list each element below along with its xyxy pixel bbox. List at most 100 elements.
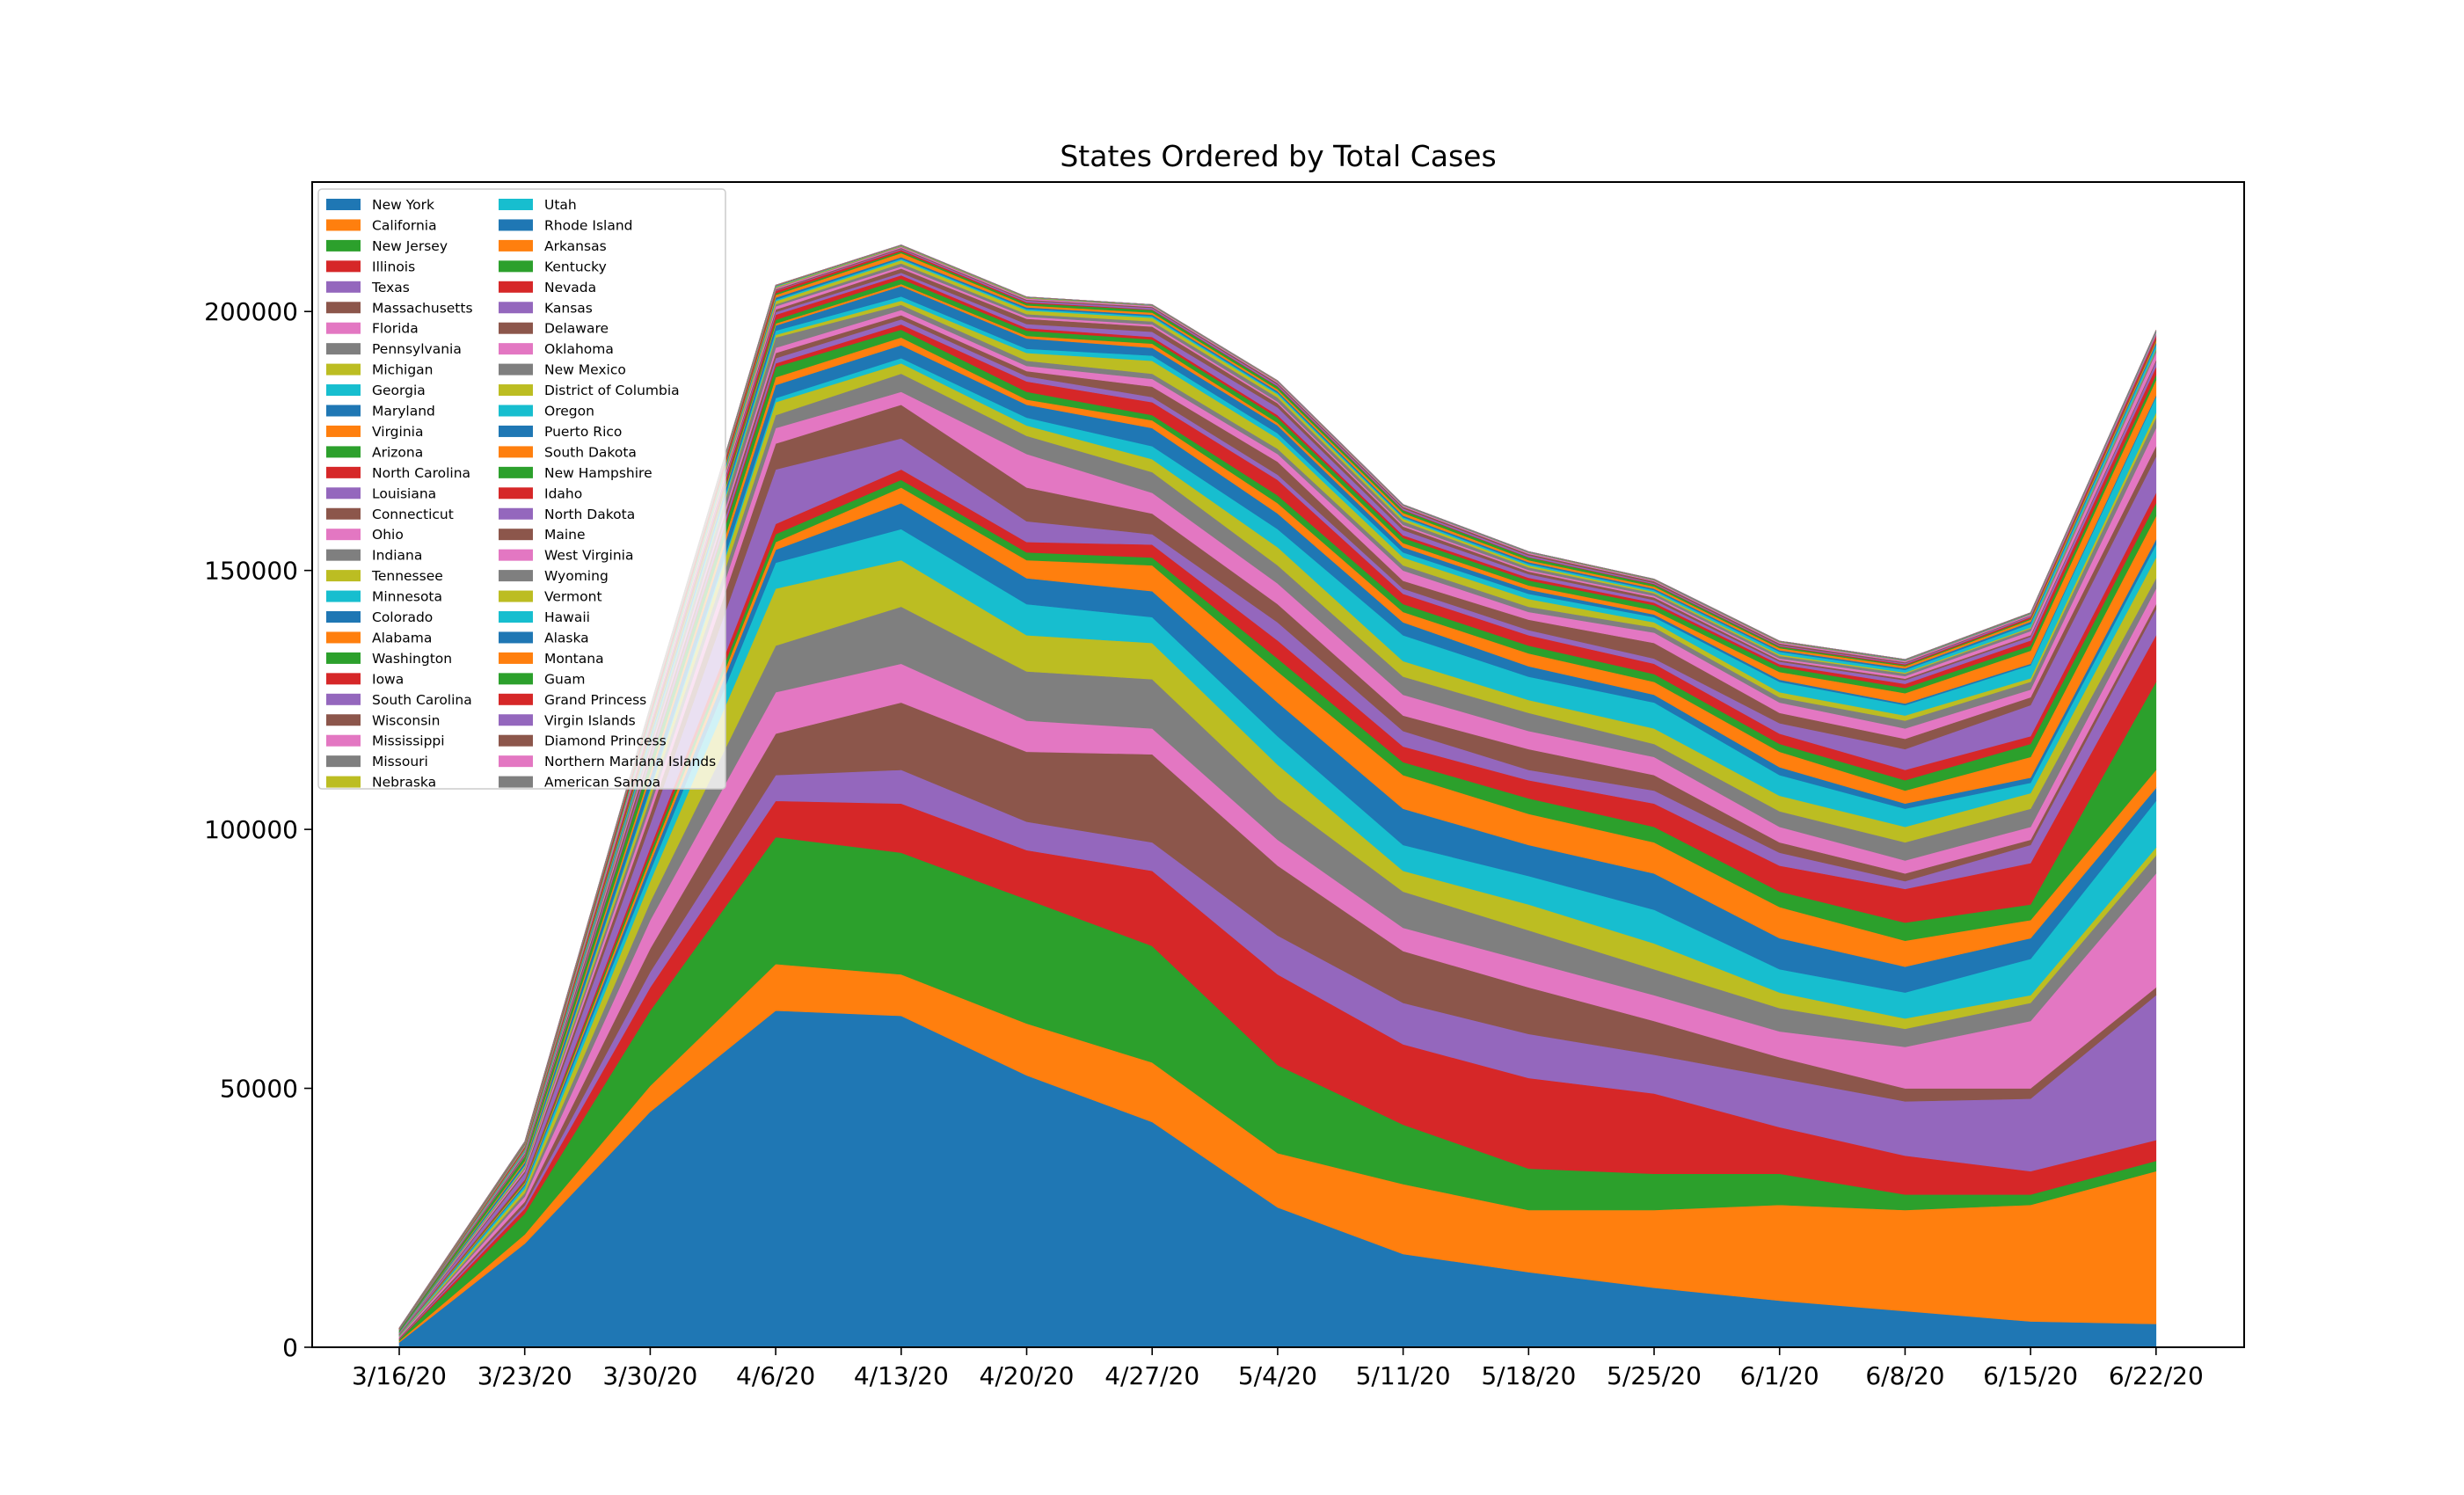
x-tick-label: 6/1/20 — [1740, 1361, 1819, 1390]
legend-entry-label: Colorado — [372, 609, 433, 625]
legend-swatch — [499, 631, 533, 644]
legend-entry-label: Oklahoma — [544, 341, 614, 357]
legend-entry-label: Florida — [372, 321, 419, 337]
legend-entry-label: Louisiana — [372, 485, 436, 501]
legend-swatch — [499, 507, 533, 520]
x-tick-label: 5/18/20 — [1481, 1361, 1576, 1390]
legend-swatch — [326, 405, 361, 417]
legend-swatch — [326, 507, 361, 520]
legend-entry-label: California — [372, 217, 437, 233]
legend-swatch — [499, 260, 533, 273]
legend: New York California New Jersey Illinois Texa… — [317, 188, 726, 791]
legend-entry-label: Tennessee — [371, 568, 443, 584]
x-axis: 3/16/20 3/23/20 3/30/20 4/6/20 4/13/20 4/20/2… — [352, 1347, 2204, 1390]
x-tick-label: 4/20/20 — [980, 1361, 1075, 1390]
legend-swatch — [326, 425, 361, 437]
legend-swatch — [326, 363, 361, 376]
legend-entry-label: Puerto Rico — [544, 424, 622, 440]
y-tick-label: 0 — [282, 1333, 298, 1362]
legend-swatch — [499, 652, 533, 664]
legend-swatch — [326, 322, 361, 334]
legend-entry-label: Mississippi — [372, 733, 445, 749]
x-tick-label: 6/8/20 — [1865, 1361, 1944, 1390]
x-tick-label: 4/13/20 — [854, 1361, 949, 1390]
x-tick-label: 4/27/20 — [1104, 1361, 1199, 1390]
legend-entry-label: New York — [372, 197, 434, 213]
legend-swatch — [499, 529, 533, 541]
legend-swatch — [499, 384, 533, 397]
legend-swatch — [499, 611, 533, 623]
x-tick-label: 5/25/20 — [1607, 1361, 1702, 1390]
legend-swatch — [326, 549, 361, 561]
legend-entry-label: Vermont — [544, 589, 602, 605]
x-tick-label: 4/6/20 — [736, 1361, 815, 1390]
legend-swatch — [326, 487, 361, 500]
legend-entry-label: New Jersey — [372, 238, 448, 254]
legend-entry-label: Alabama — [372, 630, 432, 645]
legend-entry-label: Michigan — [372, 362, 434, 378]
legend-swatch — [326, 466, 361, 478]
legend-entry-label: Virginia — [372, 424, 423, 440]
legend-swatch — [499, 570, 533, 582]
legend-swatch — [326, 570, 361, 582]
legend-entry-label: Alaska — [544, 630, 589, 645]
legend-entry-label: Utah — [544, 197, 577, 213]
legend-entry-label: Iowa — [372, 671, 404, 687]
area-layer — [398, 244, 2157, 1348]
legend-swatch — [499, 673, 533, 685]
legend-swatch — [499, 405, 533, 417]
legend-entry-label: North Dakota — [544, 507, 635, 522]
legend-swatch — [326, 446, 361, 458]
legend-swatch — [499, 776, 533, 788]
legend-swatch — [326, 755, 361, 768]
legend-swatch — [499, 549, 533, 561]
legend-swatch — [326, 673, 361, 685]
y-tick-label: 100000 — [204, 815, 298, 844]
x-tick-label: 6/22/20 — [2109, 1361, 2204, 1390]
y-tick-label: 200000 — [204, 297, 298, 326]
legend-swatch — [499, 590, 533, 602]
y-tick-label: 150000 — [204, 557, 298, 586]
legend-swatch — [326, 590, 361, 602]
legend-swatch — [326, 239, 361, 252]
legend-swatch — [326, 302, 361, 314]
legend-entry-label: Illinois — [372, 259, 415, 274]
chart-title: States Ordered by Total Cases — [1060, 139, 1496, 173]
legend-entry-label: Nevada — [544, 280, 596, 295]
legend-swatch — [499, 734, 533, 747]
legend-swatch — [326, 734, 361, 747]
y-tick-label: 50000 — [220, 1075, 298, 1104]
y-axis: 0 50000 100000 150000 200000 — [204, 297, 312, 1362]
legend-entry-label: Northern Mariana Islands — [544, 754, 716, 769]
legend-entry-label: New Hampshire — [544, 465, 652, 481]
legend-swatch — [499, 446, 533, 458]
legend-swatch — [499, 343, 533, 355]
legend-entry-label: Missouri — [372, 754, 428, 769]
legend-swatch — [326, 260, 361, 273]
legend-entry-label: Texas — [371, 280, 410, 295]
legend-swatch — [326, 343, 361, 355]
legend-entry-label: Connecticut — [372, 507, 454, 522]
legend-swatch — [326, 611, 361, 623]
legend-entry-label: Arkansas — [544, 238, 607, 254]
legend-entry-label: West Virginia — [544, 548, 633, 564]
legend-swatch — [499, 281, 533, 293]
legend-entry-label: Washington — [372, 651, 452, 667]
legend-swatch — [499, 322, 533, 334]
legend-entry-label: Kansas — [544, 300, 593, 316]
legend-entry-label: Diamond Princess — [544, 733, 667, 749]
legend-swatch — [499, 363, 533, 376]
legend-entry-label: Grand Princess — [544, 692, 646, 708]
legend-entry-label: North Carolina — [372, 465, 470, 481]
legend-entry-label: Arizona — [372, 444, 423, 460]
legend-swatch — [499, 714, 533, 726]
x-tick-label: 5/11/20 — [1356, 1361, 1451, 1390]
legend-swatch — [499, 693, 533, 705]
legend-entry-label: Ohio — [372, 527, 404, 543]
legend-entry-label: Wyoming — [544, 568, 609, 584]
legend-entry-label: Montana — [544, 651, 604, 667]
legend-swatch — [326, 652, 361, 664]
legend-swatch — [499, 199, 533, 210]
legend-entry-label: Nebraska — [372, 775, 436, 791]
